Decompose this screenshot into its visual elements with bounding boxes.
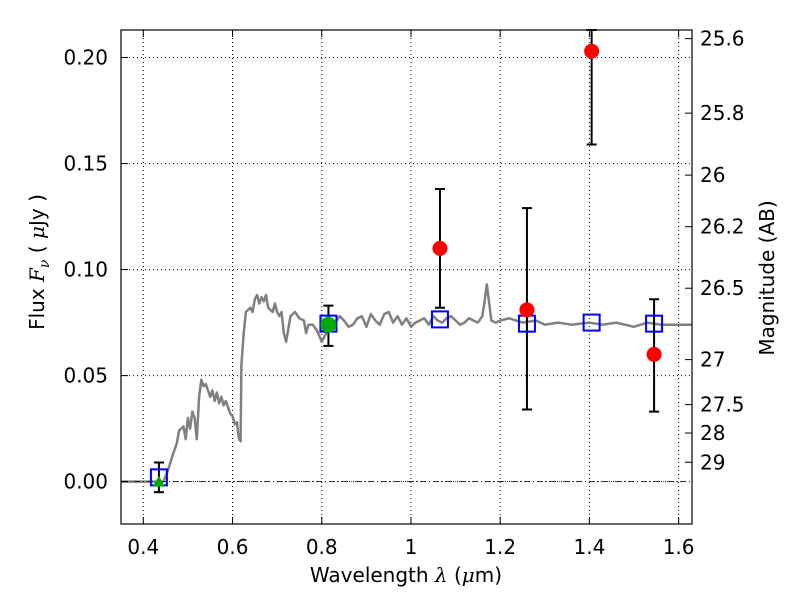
x-tick-label: 0.4 — [127, 535, 159, 559]
y-axis-label: Flux Fν ( μJy ) — [25, 194, 53, 330]
optical-point — [320, 316, 337, 333]
x-tick-label: 0.8 — [306, 535, 338, 559]
x-tick-label: 1.6 — [663, 535, 695, 559]
model-point — [430, 310, 449, 329]
x-axis-label: Wavelength λ (μm) — [310, 563, 502, 587]
model-spectrum — [121, 283, 692, 483]
axes-box — [120, 29, 693, 525]
x-tick-label: 1 — [405, 535, 418, 559]
y-tick-label: 0.10 — [63, 258, 108, 282]
data-points — [149, 29, 664, 494]
y2-tick-label: 26.5 — [700, 276, 745, 300]
y2-tick-label: 26 — [700, 163, 725, 187]
y-tick-label: 0.20 — [63, 46, 108, 70]
y2-tick-label: 25.6 — [700, 27, 745, 51]
y-tick-label: 0.15 — [63, 152, 108, 176]
plot-area — [121, 30, 692, 524]
y2-tick-label: 27 — [700, 348, 725, 372]
detection-point — [519, 302, 535, 318]
x-tick-label: 1.4 — [573, 535, 605, 559]
detection-point — [646, 346, 662, 362]
model-point — [582, 313, 601, 332]
y2-tick-label: 27.5 — [700, 393, 745, 417]
x-tick-label: 1.2 — [484, 535, 516, 559]
model-spectrum-line — [121, 283, 692, 483]
y2-axis-label: Magnitude (AB) — [755, 200, 779, 355]
x-tick-label: 0.6 — [217, 535, 249, 559]
axes-frame — [120, 29, 693, 525]
plot-background — [121, 30, 692, 524]
detection-point — [432, 240, 448, 256]
y2-tick-label: 29 — [700, 450, 725, 474]
model-point — [645, 314, 664, 333]
y2-tick-label: 26.2 — [700, 215, 745, 239]
y2-tick-label: 28 — [700, 421, 725, 445]
detection-point — [584, 43, 600, 59]
y-tick-label: 0.00 — [63, 470, 108, 494]
y2-tick-label: 25.8 — [700, 101, 745, 125]
y-tick-label: 0.05 — [63, 364, 108, 388]
axis-ticks: 0.4 0.6 0.8 1 1.2 1.4 1.6 0.00 0.05 0.10 0.15 0.20 2… — [63, 27, 744, 559]
optical-limit-point — [152, 475, 165, 487]
